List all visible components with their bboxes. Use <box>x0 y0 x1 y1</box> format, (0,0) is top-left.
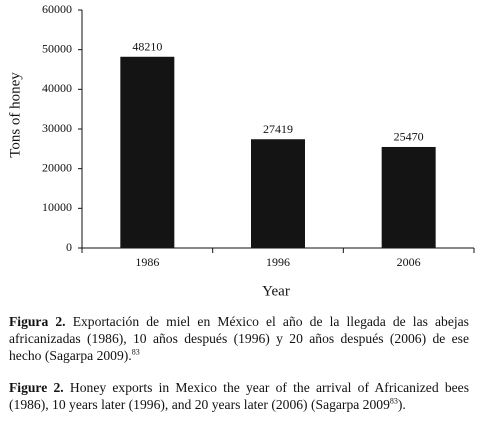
caption-label: Figura 2. <box>9 314 66 329</box>
bar <box>251 139 305 248</box>
y-tick-label: 30000 <box>42 121 72 135</box>
caption-es: Figura 2. Exportación de miel en México … <box>9 313 469 364</box>
x-tick-label: 1986 <box>135 255 159 269</box>
caption-tail: ). <box>397 397 406 412</box>
value-label: 27419 <box>263 122 293 136</box>
y-tick-label: 20000 <box>42 160 72 174</box>
bar <box>381 146 436 248</box>
chart: Tons of honey Year 0 10000 20000 30000 40000… <box>7 2 475 299</box>
y-tick-label: 60000 <box>42 2 72 16</box>
y-axis-label: Tons of honey <box>7 72 23 158</box>
bar <box>120 56 175 248</box>
caption-label: Figure 2. <box>9 380 64 395</box>
y-tick-label: 50000 <box>42 41 72 55</box>
x-tick-label: 1996 <box>266 255 290 269</box>
y-tick-label: 0 <box>66 240 72 254</box>
caption-ref: 83 <box>131 347 140 357</box>
caption-text: Honey exports in Mexico the year of the … <box>9 380 469 412</box>
value-label: 25470 <box>394 130 424 144</box>
caption-en: Figure 2. Honey exports in Mexico the ye… <box>9 379 469 413</box>
x-tick-label: 2006 <box>397 255 421 269</box>
caption-text: Exportación de miel en México el año de … <box>9 314 469 363</box>
y-tick-label: 40000 <box>42 81 72 95</box>
y-tick-label: 10000 <box>42 200 72 214</box>
x-axis-label: Year <box>262 283 290 299</box>
value-label: 48210 <box>132 40 162 54</box>
caption-ref: 83 <box>389 396 398 406</box>
